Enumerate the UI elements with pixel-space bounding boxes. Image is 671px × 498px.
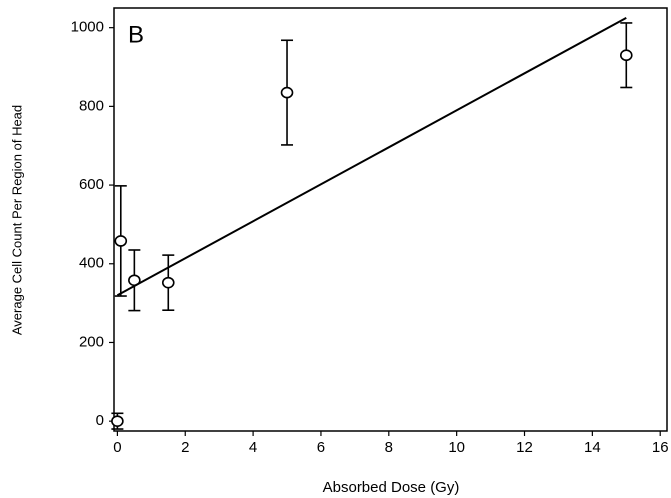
- plot-frame: [113, 7, 668, 432]
- y-tick-label: 400: [79, 255, 104, 272]
- x-tick-label: 8: [385, 439, 393, 456]
- x-tick-label: 6: [317, 439, 325, 456]
- y-tick-label: 600: [79, 176, 104, 193]
- y-tick-label: 200: [79, 333, 104, 350]
- point: [111, 415, 124, 427]
- point: [619, 49, 633, 62]
- y-tick-label: 0: [96, 412, 104, 429]
- x-tick-label: 16: [652, 439, 669, 456]
- point: [114, 235, 128, 247]
- point: [161, 276, 175, 289]
- x-axis-title: Absorbed Dose (Gy): [323, 479, 460, 496]
- x-tick-label: 4: [249, 439, 257, 456]
- point: [280, 86, 294, 99]
- x-tick-label: 10: [448, 439, 465, 456]
- y-tick-label: 800: [79, 97, 104, 114]
- x-tick-label: 2: [181, 439, 189, 456]
- y-axis-title: Average Cell Count Per Region of Head: [9, 105, 24, 335]
- x-tick-label: 0: [113, 439, 121, 456]
- x-tick-label: 12: [516, 439, 533, 456]
- y-tick-label: 1000: [71, 19, 104, 36]
- panel-label: B: [128, 21, 144, 48]
- fit-line: [116, 16, 627, 297]
- x-tick-label: 14: [584, 439, 601, 456]
